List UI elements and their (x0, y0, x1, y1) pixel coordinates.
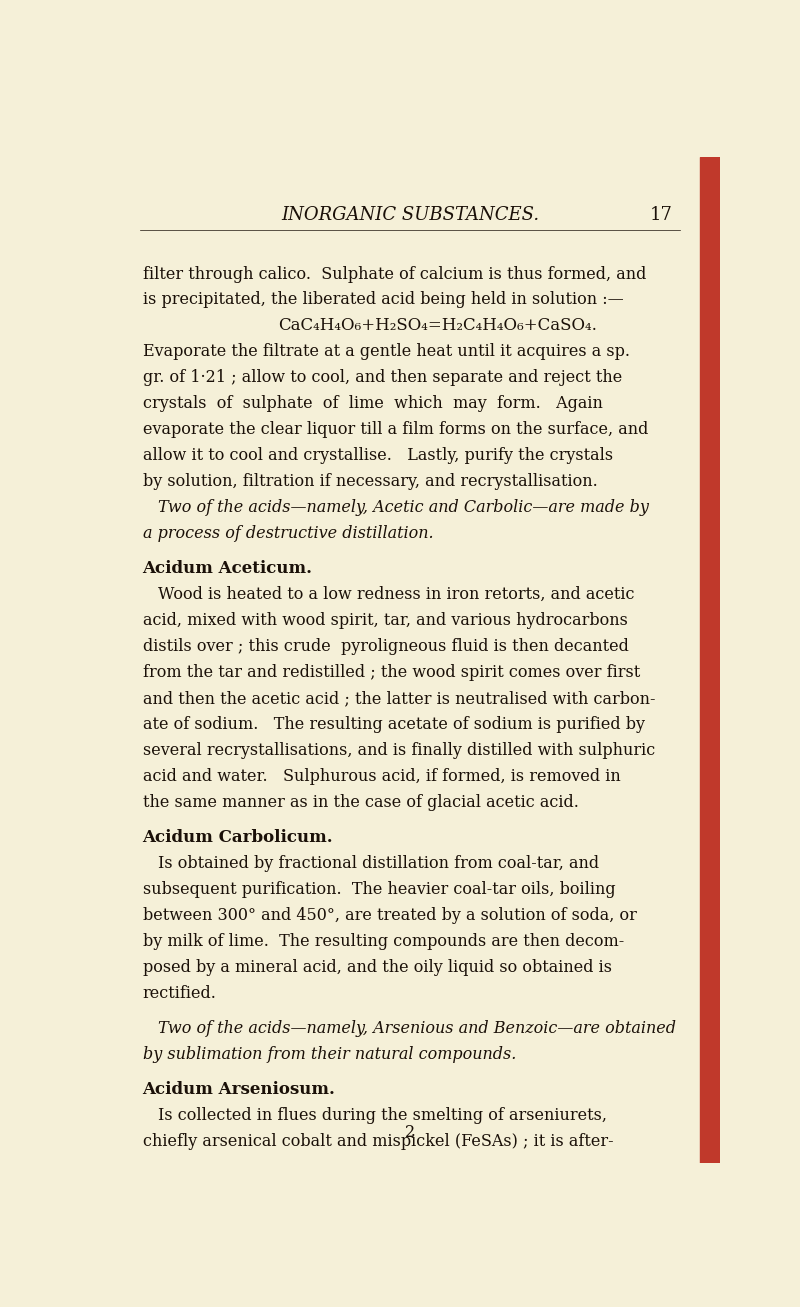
Text: rectified.: rectified. (142, 984, 217, 1001)
Text: Is collected in flues during the smelting of arseniurets,: Is collected in flues during the smeltin… (158, 1107, 607, 1124)
Text: from the tar and redistilled ; the wood spirit comes over first: from the tar and redistilled ; the wood … (142, 664, 640, 681)
Text: Is obtained by fractional distillation from coal-tar, and: Is obtained by fractional distillation f… (158, 855, 599, 872)
Text: acid, mixed with wood spirit, tar, and various hydrocarbons: acid, mixed with wood spirit, tar, and v… (142, 612, 627, 629)
Text: Acidum Arseniosum.: Acidum Arseniosum. (142, 1081, 335, 1098)
Text: by milk of lime.  The resulting compounds are then decom-: by milk of lime. The resulting compounds… (142, 933, 624, 950)
Bar (700, 157, 720, 1163)
Text: allow it to cool and crystallise.   Lastly, purify the crystals: allow it to cool and crystallise. Lastly… (142, 447, 613, 464)
Text: filter through calico.  Sulphate of calcium is thus formed, and: filter through calico. Sulphate of calci… (142, 265, 646, 282)
Text: 2: 2 (405, 1124, 415, 1141)
Text: crystals  of  sulphate  of  lime  which  may  form.   Again: crystals of sulphate of lime which may f… (142, 395, 602, 412)
Text: CaC₄H₄O₆+H₂SO₄=H₂C₄H₄O₆+CaSO₄.: CaC₄H₄O₆+H₂SO₄=H₂C₄H₄O₆+CaSO₄. (278, 318, 597, 335)
Text: by solution, filtration if necessary, and recrystallisation.: by solution, filtration if necessary, an… (142, 473, 598, 490)
Text: ate of sodium.   The resulting acetate of sodium is purified by: ate of sodium. The resulting acetate of … (142, 716, 645, 733)
Text: posed by a mineral acid, and the oily liquid so obtained is: posed by a mineral acid, and the oily li… (142, 959, 612, 976)
Text: INORGANIC SUBSTANCES.: INORGANIC SUBSTANCES. (281, 207, 539, 225)
Text: and then the acetic acid ; the latter is neutralised with carbon-: and then the acetic acid ; the latter is… (142, 690, 655, 707)
Text: by sublimation from their natural compounds.: by sublimation from their natural compou… (142, 1046, 516, 1063)
Text: Acidum Carbolicum.: Acidum Carbolicum. (142, 829, 334, 846)
Text: gr. of 1·21 ; allow to cool, and then separate and reject the: gr. of 1·21 ; allow to cool, and then se… (142, 370, 622, 387)
Text: a process of destructive distillation.: a process of destructive distillation. (142, 525, 434, 542)
Text: subsequent purification.  The heavier coal-tar oils, boiling: subsequent purification. The heavier coa… (142, 881, 615, 898)
Text: several recrystallisations, and is finally distilled with sulphuric: several recrystallisations, and is final… (142, 742, 655, 759)
Text: between 300° and 450°, are treated by a solution of soda, or: between 300° and 450°, are treated by a … (142, 907, 637, 924)
Text: 17: 17 (650, 207, 673, 225)
Text: Two of the acids—namely, Arsenious and Benzoic—are obtained: Two of the acids—namely, Arsenious and B… (158, 1019, 676, 1036)
Text: Acidum Aceticum.: Acidum Aceticum. (142, 561, 313, 578)
Text: acid and water.   Sulphurous acid, if formed, is removed in: acid and water. Sulphurous acid, if form… (142, 769, 620, 786)
Text: distils over ; this crude  pyroligneous fluid is then decanted: distils over ; this crude pyroligneous f… (142, 638, 629, 655)
Text: chiefly arsenical cobalt and mispickel (FeSAs) ; it is after-: chiefly arsenical cobalt and mispickel (… (142, 1133, 614, 1150)
Text: is precipitated, the liberated acid being held in solution :—: is precipitated, the liberated acid bein… (142, 291, 623, 308)
Text: evaporate the clear liquor till a film forms on the surface, and: evaporate the clear liquor till a film f… (142, 421, 648, 438)
Text: the same manner as in the case of glacial acetic acid.: the same manner as in the case of glacia… (142, 793, 578, 810)
Text: Wood is heated to a low redness in iron retorts, and acetic: Wood is heated to a low redness in iron … (158, 587, 634, 604)
Text: Two of the acids—namely, Acetic and Carbolic—are made by: Two of the acids—namely, Acetic and Carb… (158, 499, 649, 516)
Text: Evaporate the filtrate at a gentle heat until it acquires a sp.: Evaporate the filtrate at a gentle heat … (142, 344, 630, 361)
